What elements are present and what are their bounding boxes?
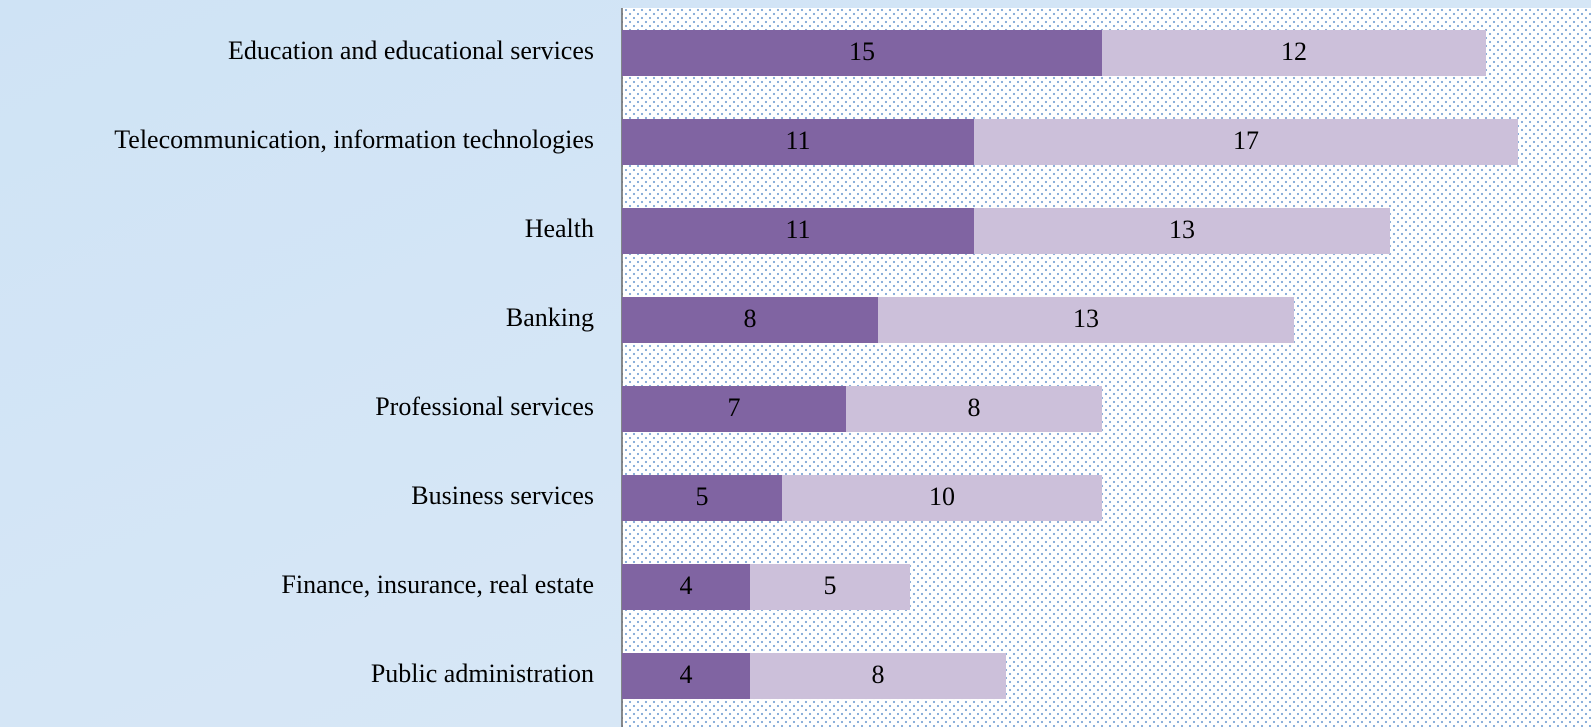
category-label: Health bbox=[525, 214, 594, 243]
bar-segment bbox=[622, 653, 750, 699]
bar-segment bbox=[622, 475, 782, 521]
category-label: Banking bbox=[506, 303, 594, 332]
data-label: 15 bbox=[849, 37, 875, 66]
category-label: Education and educational services bbox=[228, 36, 594, 65]
category-label: Public administration bbox=[371, 659, 594, 688]
bar-segment bbox=[974, 208, 1390, 254]
bar-segment bbox=[878, 297, 1294, 343]
data-label: 4 bbox=[680, 660, 693, 689]
bar-segment bbox=[782, 475, 1102, 521]
data-label: 13 bbox=[1073, 304, 1099, 333]
data-label: 5 bbox=[696, 482, 709, 511]
bar-segment bbox=[1102, 30, 1486, 76]
category-label: Business services bbox=[411, 481, 594, 510]
bar-segment bbox=[622, 30, 1102, 76]
data-label: 10 bbox=[929, 482, 955, 511]
plot-area bbox=[622, 8, 1591, 727]
data-label: 8 bbox=[872, 660, 885, 689]
data-label: 8 bbox=[744, 304, 757, 333]
data-label: 8 bbox=[968, 393, 981, 422]
data-label: 17 bbox=[1233, 126, 1259, 155]
data-label: 11 bbox=[785, 215, 810, 244]
bar-segment bbox=[622, 297, 878, 343]
category-label: Telecommunication, information technolog… bbox=[114, 125, 594, 154]
bar-segment bbox=[622, 119, 974, 165]
data-label: 12 bbox=[1281, 37, 1307, 66]
data-label: 7 bbox=[728, 393, 741, 422]
bar-segment bbox=[750, 564, 910, 610]
data-label: 11 bbox=[785, 126, 810, 155]
bar-segment bbox=[750, 653, 1006, 699]
bar-segment bbox=[622, 208, 974, 254]
category-label: Finance, insurance, real estate bbox=[281, 570, 594, 599]
bar-segment bbox=[622, 386, 846, 432]
data-label: 13 bbox=[1169, 215, 1195, 244]
bar-segment bbox=[846, 386, 1102, 432]
data-label: 5 bbox=[824, 571, 837, 600]
category-label: Professional services bbox=[375, 392, 594, 421]
bar-segment bbox=[974, 119, 1518, 165]
bar-segment bbox=[622, 564, 750, 610]
data-label: 4 bbox=[680, 571, 693, 600]
